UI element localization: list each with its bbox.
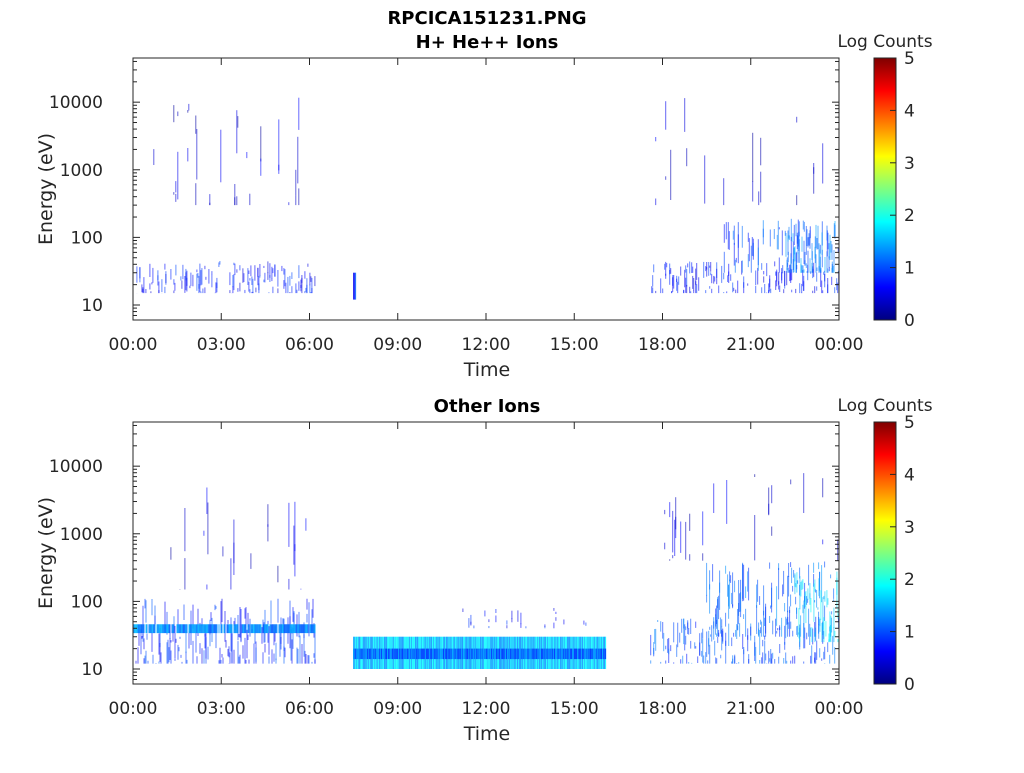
x-tick-label: 00:00 <box>815 335 864 355</box>
plot-background <box>133 58 839 320</box>
colorbar-tick-label: 1 <box>904 259 915 279</box>
panel-title: H+ He++ Ions <box>416 32 559 53</box>
colorbar-ticks: 0 1 2 3 4 5 <box>890 49 915 331</box>
x-axis-ticks: 00:00 03:00 06:00 09:00 12:00 15:00 18:00 21:00… <box>109 422 864 719</box>
spectrogram-data <box>132 473 840 669</box>
y-axis-ticks: 10 100 1000 10000 <box>49 60 839 321</box>
x-tick-label: 06:00 <box>285 335 334 355</box>
x-tick-label: 09:00 <box>373 335 422 355</box>
x-tick-label: 06:00 <box>285 699 334 719</box>
y-axis-label: Energy (eV) <box>35 133 57 245</box>
x-tick-label: 00:00 <box>815 699 864 719</box>
y-tick-label: 10 <box>81 660 103 680</box>
x-tick-label: 09:00 <box>373 699 422 719</box>
x-tick-label: 15:00 <box>550 335 599 355</box>
x-axis-label: Time <box>463 359 511 381</box>
x-tick-label: 18:00 <box>638 699 687 719</box>
colorbar: Log Counts 0 1 2 3 4 5 <box>837 32 932 331</box>
y-tick-label: 10 <box>81 296 103 316</box>
y-tick-label: 10000 <box>49 93 103 113</box>
y-tick-label: 100 <box>71 228 103 248</box>
plot-area <box>132 421 840 685</box>
panel-other-ions: Other Ions 00:00 03:00 06:00 09:00 12:00 15:0… <box>35 396 933 745</box>
panel-h-he-ions: H+ He++ Ions 00:00 03:00 06:00 09:00 12:00 15… <box>35 32 933 381</box>
colorbar-tick-label: 4 <box>904 101 915 121</box>
y-axis-ticks: 10 100 1000 10000 <box>49 424 839 685</box>
spectrogram-data <box>136 97 840 300</box>
colorbar-tick-label: 0 <box>904 311 915 331</box>
x-tick-label: 00:00 <box>109 699 158 719</box>
colorbar-label: Log Counts <box>837 396 932 416</box>
plot-area <box>132 57 840 321</box>
colorbar-tick-label: 5 <box>904 413 915 433</box>
figure-title: RPCICA151231.PNG <box>387 8 586 29</box>
x-axis-ticks: 00:00 03:00 06:00 09:00 12:00 15:00 18:00 21:00… <box>109 58 864 355</box>
x-tick-label: 21:00 <box>726 699 775 719</box>
colorbar-tick-label: 5 <box>904 49 915 69</box>
x-tick-label: 15:00 <box>550 699 599 719</box>
colorbar-ticks: 0 1 2 3 4 5 <box>890 413 915 695</box>
colorbar-tick-label: 3 <box>904 518 915 538</box>
x-tick-label: 21:00 <box>726 335 775 355</box>
colorbar-gradient <box>873 421 897 685</box>
colorbar-tick-label: 0 <box>904 675 915 695</box>
x-axis-label: Time <box>463 723 511 745</box>
colorbar-tick-label: 2 <box>904 206 915 226</box>
colorbar-tick-label: 1 <box>904 623 915 643</box>
colorbar: Log Counts 0 1 2 3 4 5 <box>837 396 932 695</box>
y-tick-label: 100 <box>71 592 103 612</box>
x-tick-label: 12:00 <box>462 699 511 719</box>
colorbar-tick-label: 4 <box>904 465 915 485</box>
y-tick-label: 10000 <box>49 457 103 477</box>
x-tick-label: 00:00 <box>109 335 158 355</box>
y-tick-label: 1000 <box>60 161 103 181</box>
y-axis-label: Energy (eV) <box>35 497 57 609</box>
x-tick-label: 03:00 <box>197 335 246 355</box>
x-tick-label: 03:00 <box>197 699 246 719</box>
panel-title: Other Ions <box>434 396 541 417</box>
colorbar-gradient <box>873 57 897 321</box>
colorbar-tick-label: 2 <box>904 570 915 590</box>
colorbar-tick-label: 3 <box>904 154 915 174</box>
y-tick-label: 1000 <box>60 525 103 545</box>
x-tick-label: 18:00 <box>638 335 687 355</box>
x-tick-label: 12:00 <box>462 335 511 355</box>
colorbar-label: Log Counts <box>837 32 932 52</box>
